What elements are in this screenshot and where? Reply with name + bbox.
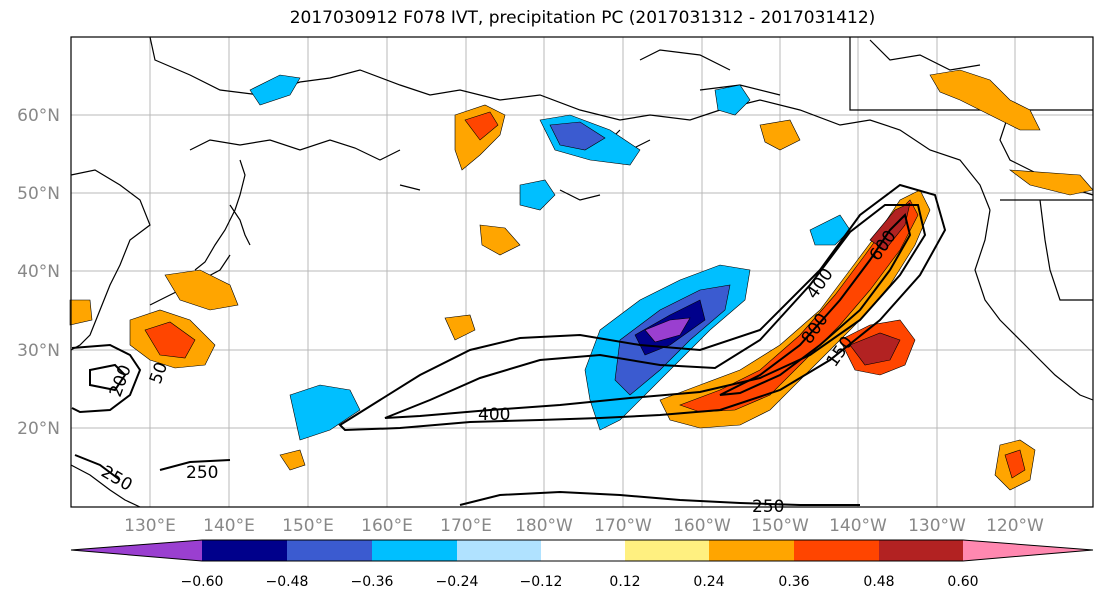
lon-label: 160°E — [361, 516, 413, 536]
colorbar-tick-label: −0.48 — [266, 574, 309, 590]
colorbar-outline — [70, 539, 1094, 562]
colorbar-tick-label: −0.24 — [436, 574, 479, 590]
colorbar-segment — [625, 540, 709, 561]
colorbar-tick-label: −0.12 — [520, 574, 563, 590]
lon-label: 130°W — [908, 516, 966, 536]
lon-label: 180°W — [515, 516, 573, 536]
colorbar-segment — [963, 540, 1093, 561]
colorbar-segment — [794, 540, 879, 561]
lon-label: 170°W — [594, 516, 652, 536]
lon-label: 150°W — [751, 516, 809, 536]
lon-label: 130°E — [124, 516, 176, 536]
lon-label: 120°W — [986, 516, 1044, 536]
lat-label: 30°N — [17, 341, 60, 361]
colorbar-tick-label: −0.60 — [181, 574, 224, 590]
colorbar-tick-label: 0.12 — [609, 574, 640, 590]
colorbar-segment — [71, 540, 202, 561]
colorbar-segment — [457, 540, 541, 561]
lon-label: 150°E — [282, 516, 334, 536]
colorbar-segment — [879, 540, 963, 561]
colorbar-tick-label: 0.48 — [863, 574, 894, 590]
lon-label: 140°W — [829, 516, 887, 536]
lat-label: 50°N — [17, 184, 60, 204]
map-title: 2017030912 F078 IVT, precipitation PC (2… — [289, 8, 876, 28]
lat-label: 20°N — [17, 419, 60, 439]
map-background — [71, 37, 1093, 507]
colorbar-tick-label: 0.60 — [947, 574, 978, 590]
colorbar-segment — [541, 540, 625, 561]
contour-label: 400 — [478, 405, 510, 425]
colorbar-segment — [372, 540, 457, 561]
colorbar-tick-label: 0.24 — [693, 574, 724, 590]
map-frame — [70, 36, 1094, 508]
lon-label: 160°W — [673, 516, 731, 536]
colorbar: −0.60 −0.48 −0.36 −0.24 −0.12 0.12 0.24 … — [70, 539, 1094, 590]
colorbar-tick-label: 0.36 — [778, 574, 809, 590]
lon-label: 140°E — [203, 516, 255, 536]
contour-label: 250 — [186, 463, 218, 483]
ivt-contours — [71, 183, 947, 506]
colorbar-tick-label: −0.36 — [351, 574, 394, 590]
colorbar-segment — [287, 540, 372, 561]
lat-label: 60°N — [17, 106, 60, 126]
lon-label: 170°E — [440, 516, 492, 536]
colorbar-segment — [709, 540, 794, 561]
colorbar-segment — [202, 540, 287, 561]
lat-label: 40°N — [17, 262, 60, 282]
